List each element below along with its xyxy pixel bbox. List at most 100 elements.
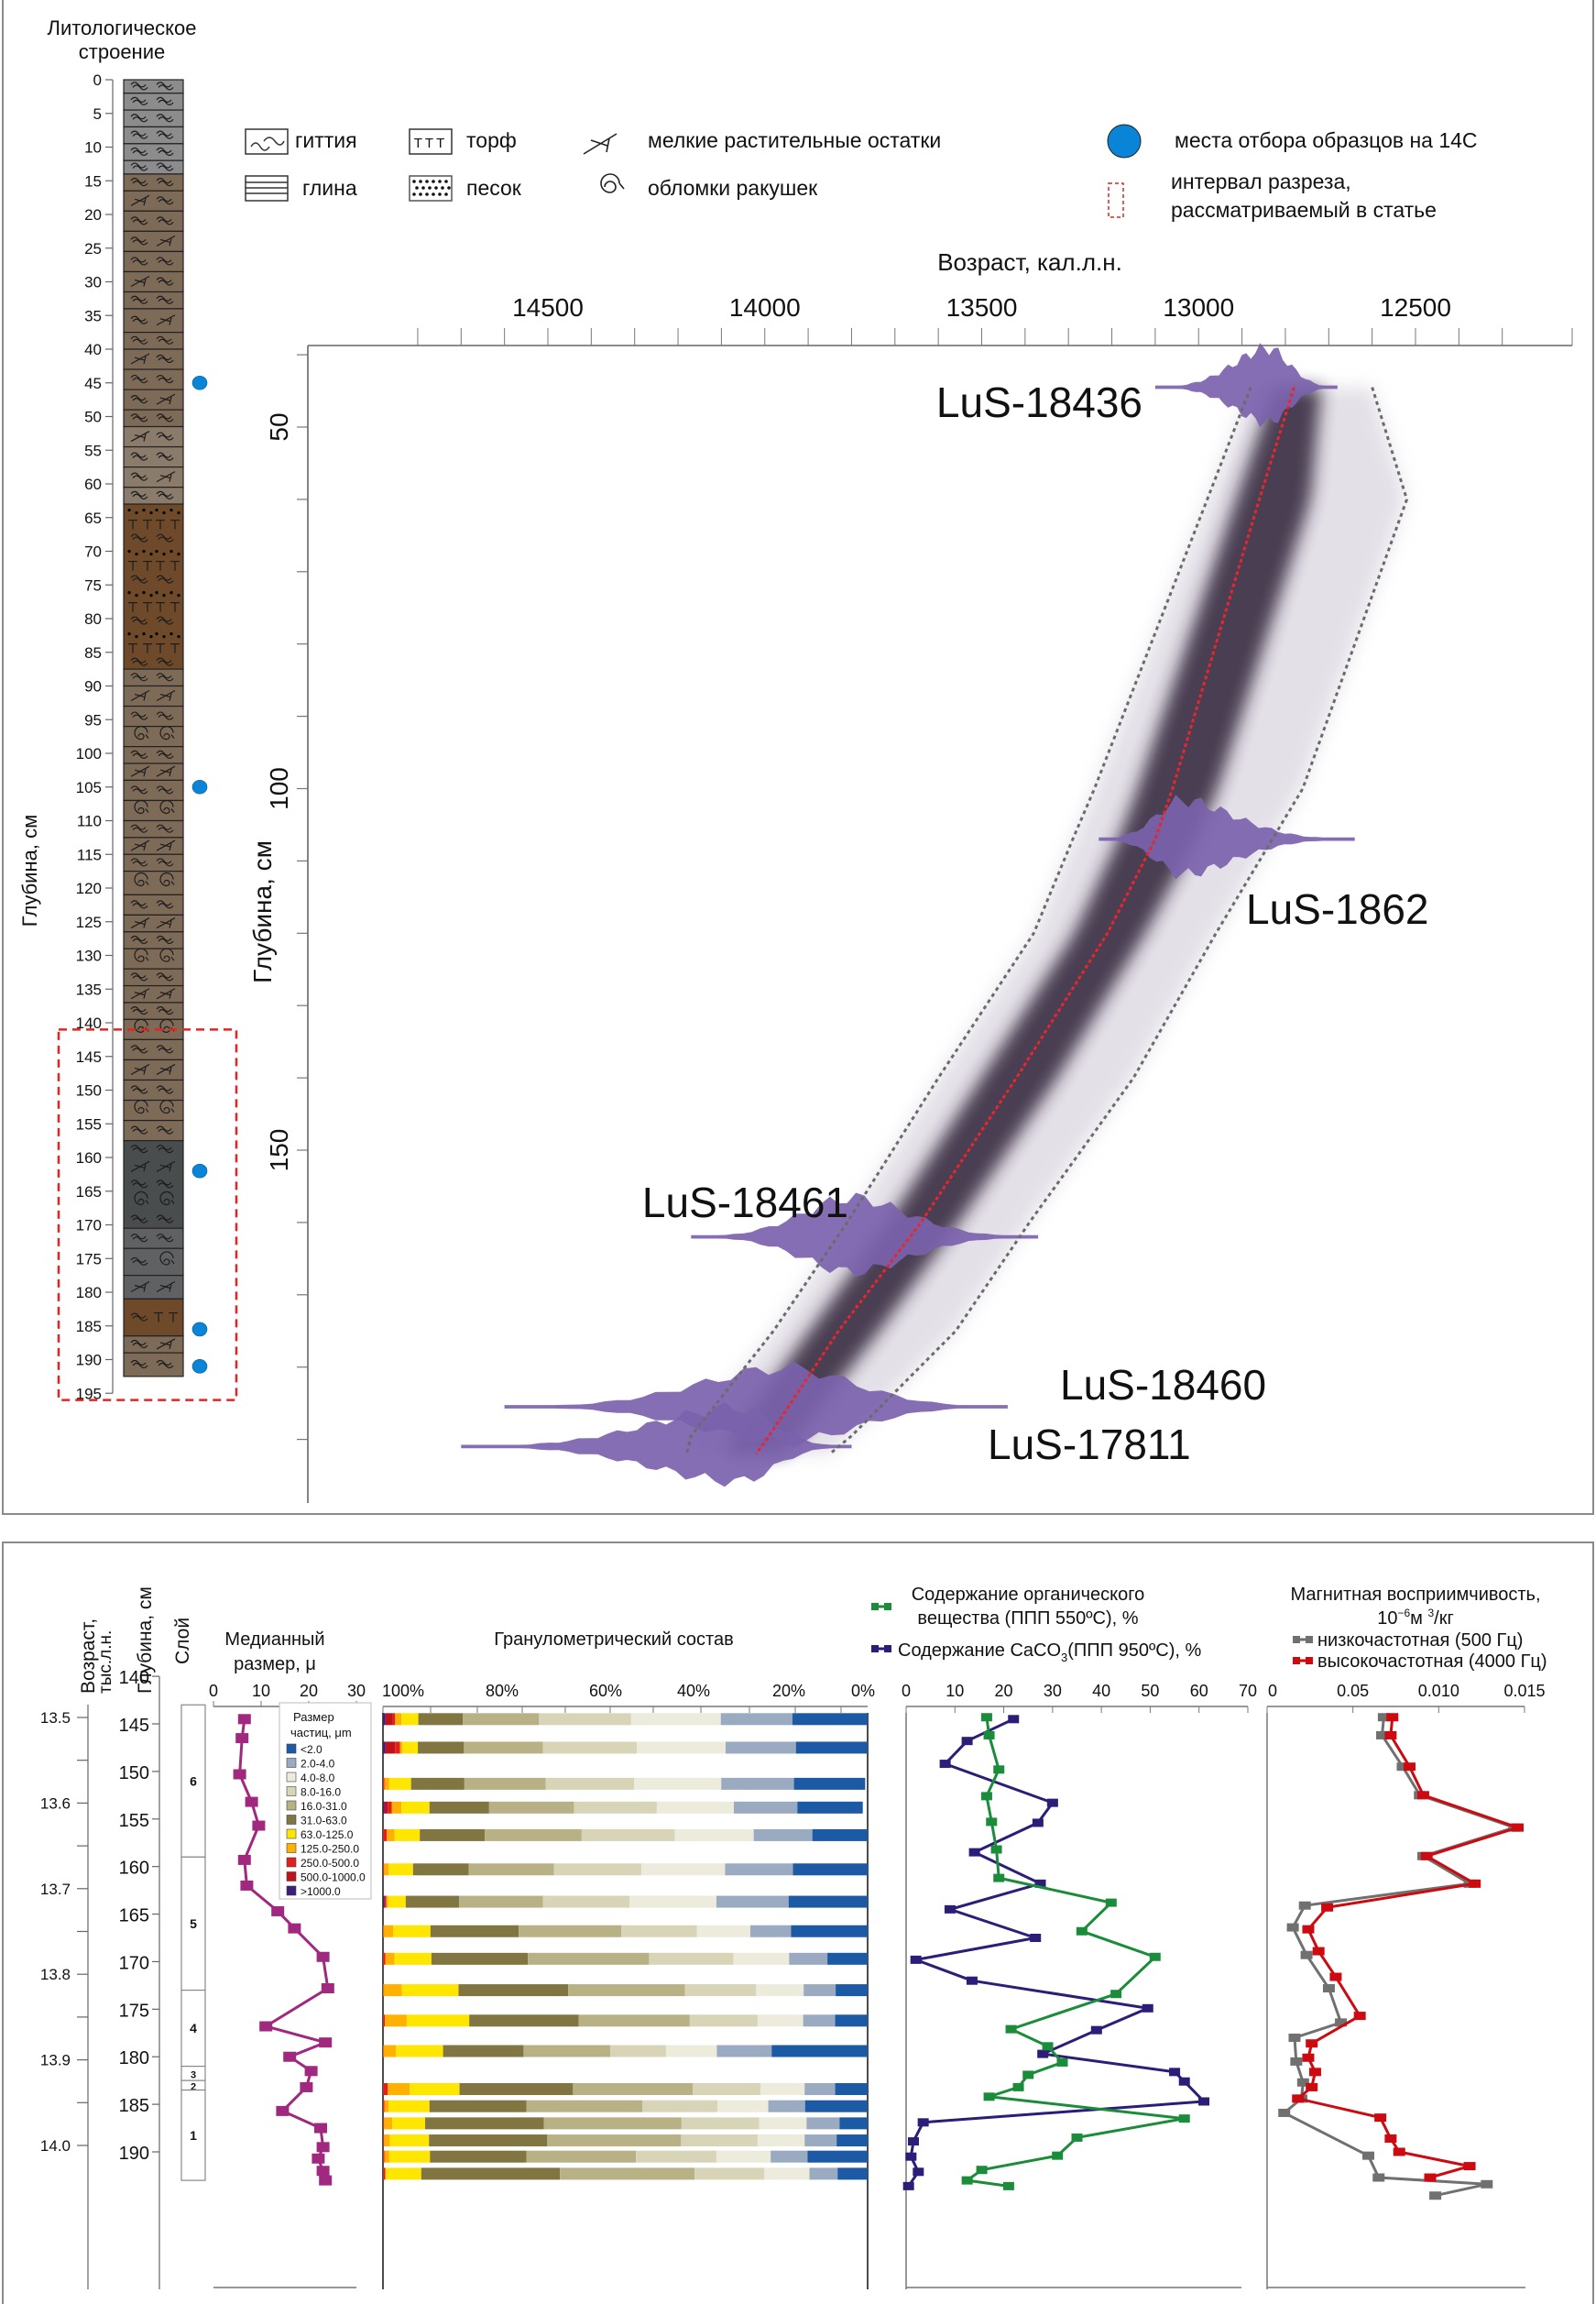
- shell-fragments-icon: [159, 726, 175, 741]
- lithology-tick-label: 185: [76, 1318, 102, 1335]
- grain-segment-8.0-16.0: [689, 2014, 758, 2027]
- grain-segment-<2.0: [835, 2014, 868, 2027]
- lithology-tick-label: 195: [76, 1385, 102, 1402]
- low-frequency-point: [1300, 1950, 1313, 1959]
- grain-segment-<2.0: [839, 2117, 868, 2130]
- plant-remains-icon: [130, 917, 150, 929]
- lithology-tick-label: 145: [76, 1048, 102, 1066]
- grain-tick-label: 20%: [772, 1682, 805, 1700]
- lithology-unit: [123, 190, 184, 212]
- sand-dot: [412, 192, 416, 196]
- grain-segment-31.0-63.0: [420, 1828, 486, 1841]
- grain-segment-16.0-31.0: [526, 2150, 637, 2163]
- lithology-section: Литологическое строение Глубина, см 0 5 10…: [18, 16, 238, 1402]
- carbonate-point: [1037, 2049, 1049, 2058]
- sand-icon: [135, 635, 138, 639]
- lithology-unit-block: [123, 914, 184, 933]
- sample-marker: [191, 779, 208, 795]
- carbonate-legend-sub: 3: [1061, 1651, 1067, 1664]
- depth-tick-label: 50: [265, 412, 293, 441]
- grain-segment-125.0-250.0: [385, 2014, 407, 2027]
- shell-fragments-icon: [134, 799, 149, 815]
- median-size-point: [245, 1796, 258, 1807]
- lithology-tick-label: 55: [84, 442, 102, 459]
- depth-tick-label: 175: [119, 2001, 149, 2021]
- grain-segment-2.0-4.0: [768, 2100, 805, 2112]
- grain-segment-31.0-63.0: [425, 2117, 544, 2130]
- median-size-plot: 0 10 20 30: [209, 1682, 366, 2288]
- peat-icon: [128, 643, 137, 653]
- grain-segment-63.0-125.0: [388, 1777, 411, 1790]
- grain-sample-bar: [383, 1801, 863, 1814]
- lithology-tick-label: 190: [76, 1352, 102, 1369]
- grain-segment-500.0-1000.0: [385, 1741, 396, 1754]
- gyttja-icon: [130, 972, 148, 982]
- shell-fragments-icon: [600, 173, 625, 193]
- grain-segment-4.0-8.0: [696, 1925, 750, 1937]
- depth-tick-label: 100: [265, 767, 293, 810]
- grain-segment-<2.0: [812, 1828, 868, 1841]
- grain-sample-bar: [383, 1984, 868, 1997]
- grain-segment-125.0-250.0: [399, 1741, 403, 1754]
- grain-segment-4.0-8.0: [665, 2045, 717, 2057]
- grain-segment-4.0-8.0: [716, 2150, 771, 2163]
- sand-dot: [434, 186, 438, 190]
- high-frequency-point: [1353, 2012, 1366, 2021]
- carbonate-point: [917, 2118, 929, 2127]
- gyttja-icon: [156, 432, 174, 441]
- high-frequency-point: [1308, 2068, 1321, 2077]
- grain-segment-125.0-250.0: [387, 1828, 395, 1841]
- gyttja-icon: [156, 533, 174, 543]
- lithology-tick-label: 115: [77, 846, 102, 863]
- grain-segment-63.0-125.0: [388, 1895, 406, 1908]
- grain-segment->1000.0: [383, 1713, 386, 1726]
- grain-segment-63.0-125.0: [401, 1984, 459, 1997]
- low-frequency-point: [1396, 1762, 1409, 1772]
- age-tick-label: 14500: [512, 293, 584, 322]
- sand-dot: [428, 186, 432, 190]
- lithology-unit-block: [123, 1002, 184, 1020]
- low-frequency-point: [1429, 2191, 1442, 2200]
- high-frequency-point: [1420, 1851, 1433, 1860]
- calibrated-date-lus-18460: [504, 1361, 1008, 1448]
- gyttja-icon: [130, 257, 148, 266]
- gyttja-icon: [130, 935, 148, 945]
- grain-segment-250.0-500.0: [388, 1801, 392, 1814]
- lithology-unit-block: [123, 853, 184, 872]
- lithology-tick-label: 105: [76, 779, 102, 796]
- grain-segment-250.0-500.0: [383, 1863, 385, 1876]
- peat-icon: [156, 519, 165, 530]
- sand-icon: [169, 632, 173, 636]
- grain-legend-swatch: [286, 1885, 297, 1896]
- depth-tick-label: 180: [119, 2048, 149, 2068]
- grain-legend-label: 250.0-500.0: [301, 1857, 359, 1870]
- grain-legend-label: >1000.0: [301, 1885, 341, 1898]
- grain-legend-label: 8.0-16.0: [301, 1786, 341, 1799]
- grain-segment-250.0-500.0: [383, 1777, 385, 1790]
- grain-tick-label: 80%: [486, 1682, 519, 1700]
- grain-segment-4.0-8.0: [637, 1741, 727, 1754]
- sand-dot: [419, 180, 422, 183]
- median-size-point: [271, 1905, 285, 1916]
- lithology-tick-label: 130: [76, 948, 102, 965]
- median-size-point: [276, 2105, 290, 2116]
- lithology-unit-block: [123, 968, 184, 987]
- sand-icon: [149, 510, 153, 515]
- median-size-point: [312, 2153, 325, 2164]
- lithology-unit: [123, 250, 184, 273]
- sand-icon: [127, 508, 131, 512]
- grain-segment-8.0-16.0: [684, 1984, 757, 1997]
- grain-segment-250.0-500.0: [383, 2045, 384, 2057]
- grain-segment-250.0-500.0: [392, 1713, 396, 1726]
- grain-segment-<2.0: [827, 1952, 868, 1965]
- organic-point: [976, 2166, 988, 2175]
- carbonate-point: [902, 2181, 914, 2190]
- gyttja-icon: [130, 335, 148, 345]
- depth-tick-label: 155: [119, 1811, 149, 1831]
- oc-tick-label: 30: [1044, 1682, 1062, 1700]
- organic-point: [1002, 2181, 1014, 2190]
- median-size-line: [238, 1718, 330, 2181]
- gyttja-icon: [130, 1045, 148, 1054]
- gyttja-icon: [156, 257, 174, 266]
- grain-segment-8.0-16.0: [642, 2100, 718, 2112]
